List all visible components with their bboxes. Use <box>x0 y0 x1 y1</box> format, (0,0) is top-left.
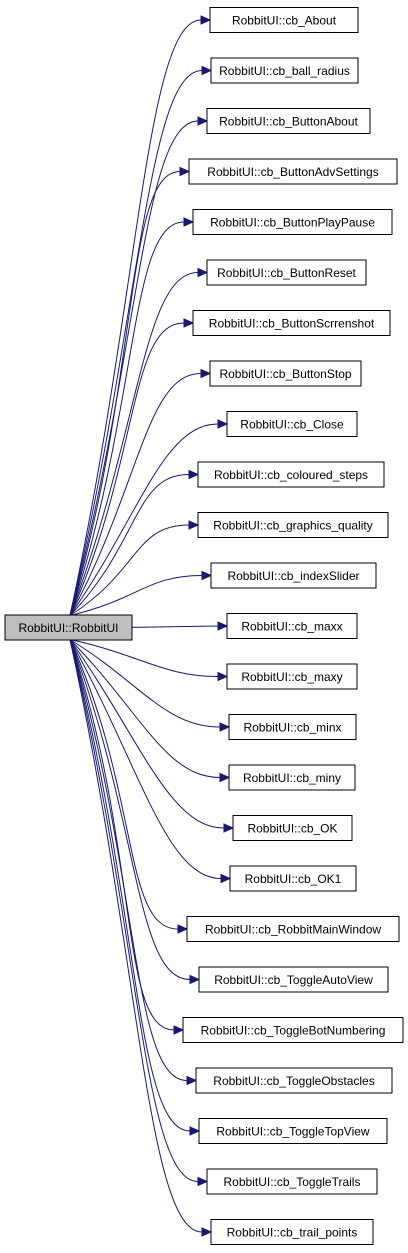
callee-node-cb-buttonabout[interactable]: RobbitUI::cb_ButtonAbout <box>207 109 370 134</box>
callee-node-cb-ok[interactable]: RobbitUI::cb_OK <box>233 816 352 841</box>
root-node-label: RobbitUI::RobbitUI <box>18 621 118 635</box>
callee-node-cb-toggleobstacles[interactable]: RobbitUI::cb_ToggleObstacles <box>196 1068 392 1093</box>
arrowhead-cb-graphics-quality <box>189 521 198 529</box>
callee-node-cb-close[interactable]: RobbitUI::cb_Close <box>227 412 357 437</box>
callee-node-cb-miny[interactable]: RobbitUI::cb_miny <box>229 765 355 790</box>
arrowhead-cb-buttonstop <box>201 370 210 378</box>
arrowhead-cb-robbitmainwindow <box>178 925 187 933</box>
edge-to-cb-ok <box>70 640 224 829</box>
arrowhead-cb-ok1 <box>221 875 230 883</box>
callee-node-cb-toggletrails[interactable]: RobbitUI::cb_ToggleTrails <box>207 1169 377 1194</box>
callee-node-label: RobbitUI::cb_indexSlider <box>227 569 359 583</box>
callee-node-label: RobbitUI::cb_OK1 <box>245 872 342 886</box>
callee-node-label: RobbitUI::cb_miny <box>243 771 341 785</box>
callee-node-cb-indexslider[interactable]: RobbitUI::cb_indexSlider <box>211 563 376 588</box>
root-node[interactable]: RobbitUI::RobbitUI <box>5 615 132 640</box>
arrowhead-cb-toggletrails <box>198 1178 207 1186</box>
arrowhead-cb-close <box>218 420 227 428</box>
arrowhead-cb-buttonscrrenshot <box>184 319 193 327</box>
arrowhead-cb-toggleobstacles <box>187 1077 196 1085</box>
callee-node-cb-maxx[interactable]: RobbitUI::cb_maxx <box>227 614 357 639</box>
callee-node-label: RobbitUI::cb_ToggleTopView <box>216 1125 370 1139</box>
callee-node-label: RobbitUI::cb_ToggleObstacles <box>213 1074 374 1088</box>
callee-node-label: RobbitUI::cb_ButtonAbout <box>219 115 358 129</box>
callee-node-label: RobbitUI::cb_ButtonStop <box>219 367 351 381</box>
arrowhead-cb-toggleautoview <box>190 976 199 984</box>
callee-node-cb-toggleautoview[interactable]: RobbitUI::cb_ToggleAutoView <box>199 967 388 992</box>
callee-node-cb-togglebotnumbering[interactable]: RobbitUI::cb_ToggleBotNumbering <box>183 1018 403 1043</box>
callee-node-cb-maxy[interactable]: RobbitUI::cb_maxy <box>227 664 357 689</box>
edge-to-cb-indexslider <box>70 576 202 616</box>
callee-node-label: RobbitUI::cb_ToggleAutoView <box>214 973 373 987</box>
arrowhead-cb-about <box>201 16 210 24</box>
callee-node-label: RobbitUI::cb_ButtonReset <box>217 266 356 280</box>
callee-node-label: RobbitUI::cb_ButtonScrrenshot <box>209 317 375 331</box>
callee-node-label: RobbitUI::cb_RobbitMainWindow <box>205 923 381 937</box>
arrowhead-cb-maxy <box>218 673 227 681</box>
callee-node-label: RobbitUI::cb_ButtonPlayPause <box>210 216 375 230</box>
callee-node-label: RobbitUI::cb_maxx <box>241 620 342 634</box>
arrowhead-cb-coloured-steps <box>189 471 198 479</box>
edge-to-cb-buttonscrrenshot <box>70 323 184 616</box>
arrowhead-cb-buttonadvsettings <box>180 168 189 176</box>
edge-to-cb-buttonstop <box>70 374 201 616</box>
edge-to-cb-maxy <box>70 640 218 677</box>
callee-node-cb-buttonadvsettings[interactable]: RobbitUI::cb_ButtonAdvSettings <box>189 159 397 184</box>
callee-node-label: RobbitUI::cb_coloured_steps <box>214 468 368 482</box>
callee-node-label: RobbitUI::cb_maxy <box>241 670 342 684</box>
arrowhead-cb-ok <box>224 824 233 832</box>
arrowhead-cb-maxx <box>218 622 227 630</box>
callee-node-cb-graphics-quality[interactable]: RobbitUI::cb_graphics_quality <box>198 513 388 538</box>
callee-node-label: RobbitUI::cb_trail_points <box>227 1226 358 1240</box>
callee-node-label: RobbitUI::cb_OK <box>247 822 337 836</box>
edge-to-cb-graphics-quality <box>70 525 189 616</box>
arrowhead-cb-miny <box>220 774 229 782</box>
edge-to-cb-maxx <box>132 626 218 627</box>
callee-node-cb-toggletopview[interactable]: RobbitUI::cb_ToggleTopView <box>199 1119 387 1144</box>
callee-node-cb-about[interactable]: RobbitUI::cb_About <box>210 8 358 33</box>
arrowhead-cb-togglebotnumbering <box>174 1026 183 1034</box>
callee-node-label: RobbitUI::cb_ButtonAdvSettings <box>207 165 378 179</box>
edge-to-cb-buttonplaypause <box>70 222 184 616</box>
edge-to-cb-toggleobstacles <box>70 640 187 1081</box>
callee-node-cb-buttonstop[interactable]: RobbitUI::cb_ButtonStop <box>210 361 361 386</box>
arrowhead-cb-toggletopview <box>190 1127 199 1135</box>
callee-node-cb-buttonplaypause[interactable]: RobbitUI::cb_ButtonPlayPause <box>193 210 392 235</box>
callee-node-cb-ok1[interactable]: RobbitUI::cb_OK1 <box>230 866 356 891</box>
arrowhead-cb-indexslider <box>202 572 211 580</box>
callee-node-label: RobbitUI::cb_ToggleBotNumbering <box>201 1024 386 1038</box>
arrowhead-cb-minx <box>220 723 229 731</box>
arrowhead-cb-ball-radius <box>202 67 211 75</box>
callee-node-label: RobbitUI::cb_ball_radius <box>219 64 350 78</box>
callee-node-cb-minx[interactable]: RobbitUI::cb_minx <box>229 715 356 740</box>
callee-node-cb-trail-points[interactable]: RobbitUI::cb_trail_points <box>211 1220 373 1245</box>
callee-node-label: RobbitUI::cb_About <box>232 14 337 28</box>
edge-to-cb-miny <box>70 640 220 778</box>
callee-node-cb-ball-radius[interactable]: RobbitUI::cb_ball_radius <box>211 58 358 83</box>
callee-node-label: RobbitUI::cb_graphics_quality <box>213 519 372 533</box>
arrowhead-cb-trail-points <box>202 1228 211 1236</box>
arrowhead-cb-buttonreset <box>198 269 207 277</box>
callee-node-cb-robbitmainwindow[interactable]: RobbitUI::cb_RobbitMainWindow <box>187 917 399 942</box>
arrowhead-cb-buttonplaypause <box>184 218 193 226</box>
arrowhead-cb-buttonabout <box>198 117 207 125</box>
edge-to-cb-close <box>70 424 218 616</box>
callee-node-cb-buttonscrrenshot[interactable]: RobbitUI::cb_ButtonScrrenshot <box>193 311 390 336</box>
callee-node-label: RobbitUI::cb_Close <box>240 418 344 432</box>
callee-node-label: RobbitUI::cb_minx <box>243 721 341 735</box>
callee-node-cb-buttonreset[interactable]: RobbitUI::cb_ButtonReset <box>207 260 366 285</box>
callee-node-label: RobbitUI::cb_ToggleTrails <box>224 1175 361 1189</box>
callee-node-cb-coloured-steps[interactable]: RobbitUI::cb_coloured_steps <box>198 462 384 487</box>
